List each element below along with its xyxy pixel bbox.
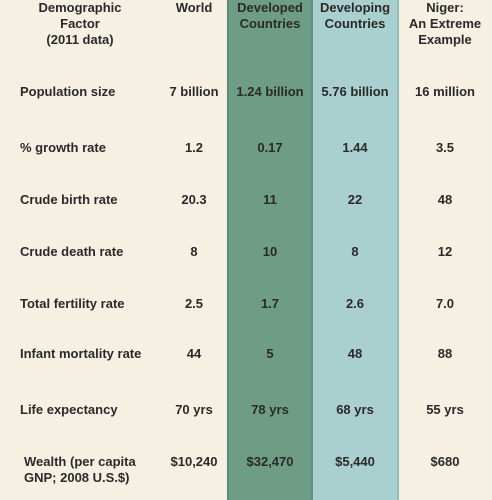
cell-developing: 68 yrs bbox=[336, 402, 374, 417]
column-separator bbox=[397, 0, 399, 500]
cell-developed: 0.17 bbox=[257, 140, 283, 155]
header-factor-line: (2011 data) bbox=[46, 32, 114, 47]
cell-developed: $32,470 bbox=[246, 454, 294, 469]
cell-developing: $5,440 bbox=[335, 454, 375, 469]
table-row: Infant mortality rate 44 5 48 88 bbox=[0, 338, 492, 392]
header-factor-line: Demographic bbox=[38, 0, 122, 15]
cell-developed: 1.7 bbox=[260, 296, 280, 311]
table-row: Population size 7 billion 1.24 billion 5… bbox=[0, 78, 492, 130]
cell-niger: 16 million bbox=[415, 84, 475, 99]
cell-developing: 5.76 billion bbox=[321, 84, 389, 99]
cell-developed: 1.24 billion bbox=[236, 84, 304, 99]
cell-developed: 11 bbox=[263, 192, 277, 207]
row-label: Infant mortality rate bbox=[20, 346, 142, 361]
cell-niger: $680 bbox=[430, 454, 460, 469]
cell-niger: 7.0 bbox=[435, 296, 455, 311]
developed-column-band bbox=[228, 0, 312, 500]
row-label: Life expectancy bbox=[20, 402, 118, 417]
row-label: Population size bbox=[20, 84, 116, 99]
header-niger-line: Niger: bbox=[426, 0, 464, 15]
header-developing: Developing Countries bbox=[312, 0, 398, 78]
header-niger-line: An Extreme bbox=[408, 16, 482, 31]
table-row: % growth rate 1.2 0.17 1.44 3.5 bbox=[0, 130, 492, 182]
developing-column-band bbox=[312, 0, 398, 500]
header-developed-line: Developed bbox=[237, 0, 303, 15]
table-row: Crude death rate 8 10 8 12 bbox=[0, 234, 492, 286]
cell-world: 70 yrs bbox=[175, 402, 213, 417]
cell-niger: 48 bbox=[437, 192, 453, 207]
cell-developed: 78 yrs bbox=[251, 402, 289, 417]
cell-world: $10,240 bbox=[170, 454, 218, 469]
cell-world: 8 bbox=[190, 244, 198, 259]
cell-niger: 55 yrs bbox=[426, 402, 464, 417]
row-label: Crude death rate bbox=[20, 244, 124, 259]
cell-world: 7 billion bbox=[169, 84, 219, 99]
row-label: Total fertility rate bbox=[20, 296, 125, 311]
row-label: % growth rate bbox=[20, 140, 106, 155]
header-developing-line: Countries bbox=[324, 16, 386, 31]
cell-world: 44 bbox=[186, 346, 202, 361]
header-world-line: World bbox=[175, 0, 213, 15]
cell-niger: 12 bbox=[437, 244, 453, 259]
cell-niger: 88 bbox=[437, 346, 453, 361]
cell-developing: 2.6 bbox=[345, 296, 365, 311]
header-factor-line: Factor bbox=[60, 16, 100, 31]
row-label: Crude birth rate bbox=[20, 192, 118, 207]
cell-developing: 22 bbox=[347, 192, 363, 207]
cell-developed: 5 bbox=[266, 346, 274, 361]
header-developed: Developed Countries bbox=[228, 0, 312, 78]
header-developed-line: Countries bbox=[239, 16, 301, 31]
table-row: Wealth (per capita GNP; 2008 U.S.$) $10,… bbox=[0, 442, 492, 500]
column-separator bbox=[311, 0, 313, 500]
cell-world: 1.2 bbox=[184, 140, 204, 155]
column-separator bbox=[227, 0, 229, 500]
row-label: Wealth (per capita GNP; 2008 U.S.$) bbox=[24, 454, 136, 485]
header-factor: Demographic Factor (2011 data) bbox=[0, 0, 160, 78]
cell-developing: 1.44 bbox=[342, 140, 368, 155]
table-row: Life expectancy 70 yrs 78 yrs 68 yrs 55 … bbox=[0, 392, 492, 442]
header-niger-line: Example bbox=[418, 32, 472, 47]
header-niger: Niger: An Extreme Example bbox=[398, 0, 492, 78]
cell-world: 2.5 bbox=[184, 296, 204, 311]
cell-world: 20.3 bbox=[181, 192, 207, 207]
table-row: Crude birth rate 20.3 11 22 48 bbox=[0, 182, 492, 234]
cell-developed: 10 bbox=[262, 244, 278, 259]
header-world: World bbox=[160, 0, 228, 78]
cell-niger: 3.5 bbox=[435, 140, 455, 155]
header-developing-line: Developing bbox=[319, 0, 391, 15]
cell-developing: 8 bbox=[351, 244, 359, 259]
table-row: Total fertility rate 2.5 1.7 2.6 7.0 bbox=[0, 286, 492, 338]
header-row: Demographic Factor (2011 data) World Dev… bbox=[0, 0, 492, 78]
cell-developing: 48 bbox=[347, 346, 363, 361]
